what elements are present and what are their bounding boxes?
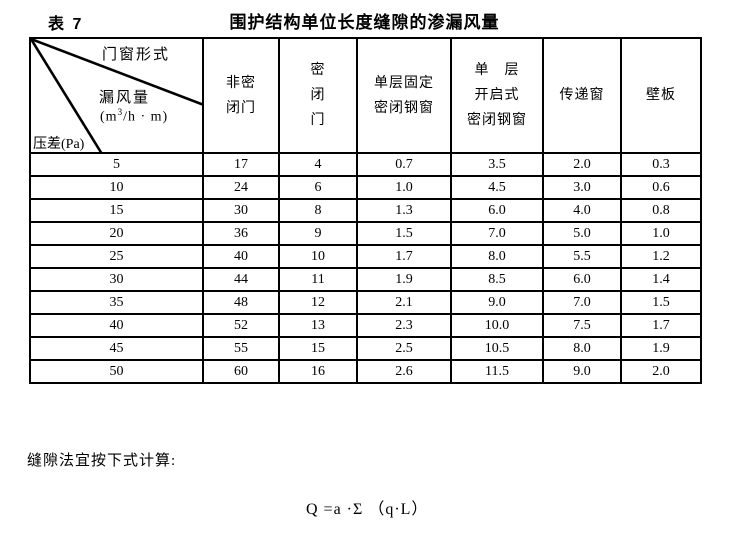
pressure-cell: 15 (29, 198, 204, 223)
pressure-cell: 35 (29, 290, 204, 315)
value-cell: 9.0 (450, 290, 544, 315)
column-header: 壁板 (620, 37, 702, 154)
value-cell: 7.0 (450, 221, 544, 246)
table-number-label: 表 7 (48, 16, 84, 33)
value-cell: 30 (202, 198, 280, 223)
value-cell: 2.5 (356, 336, 452, 361)
value-cell: 24 (202, 175, 280, 200)
value-cell: 1.5 (356, 221, 452, 246)
value-cell: 4.5 (450, 175, 544, 200)
value-cell: 2.0 (620, 359, 702, 384)
table-row: 20 36 9 1.5 7.0 5.0 1.0 (29, 221, 702, 246)
table-row: 40 52 13 2.3 10.0 7.5 1.7 (29, 313, 702, 338)
value-cell: 8.5 (450, 267, 544, 292)
corner-leakage-label: 漏风量 (99, 90, 151, 106)
table-row: 50 60 16 2.6 11.5 9.0 2.0 (29, 359, 702, 384)
value-cell: 1.2 (620, 244, 702, 269)
column-header: 非密 闭门 (202, 37, 280, 154)
value-cell: 6 (278, 175, 358, 200)
column-header: 密闭门 (278, 37, 358, 154)
value-cell: 7.0 (542, 290, 622, 315)
pressure-cell: 30 (29, 267, 204, 292)
value-cell: 1.9 (620, 336, 702, 361)
value-cell: 8.0 (450, 244, 544, 269)
column-header: 单层固定 密闭钢窗 (356, 37, 452, 154)
table-row: 5 17 4 0.7 3.5 2.0 0.3 (29, 152, 702, 177)
table-row: 25 40 10 1.7 8.0 5.5 1.2 (29, 244, 702, 269)
value-cell: 17 (202, 152, 280, 177)
value-cell: 9.0 (542, 359, 622, 384)
pressure-cell: 25 (29, 244, 204, 269)
value-cell: 1.9 (356, 267, 452, 292)
value-cell: 5.5 (542, 244, 622, 269)
corner-form-label: 门窗形式 (102, 47, 171, 63)
value-cell: 52 (202, 313, 280, 338)
value-cell: 1.4 (620, 267, 702, 292)
diagonal-divider-lines (31, 39, 204, 154)
pressure-cell: 5 (29, 152, 204, 177)
value-cell: 0.3 (620, 152, 702, 177)
value-cell: 1.0 (620, 221, 702, 246)
pressure-cell: 50 (29, 359, 204, 384)
formula-text: Q =a ·Σ （q·L） (306, 501, 429, 518)
value-cell: 36 (202, 221, 280, 246)
value-cell: 55 (202, 336, 280, 361)
value-cell: 1.0 (356, 175, 452, 200)
pressure-cell: 10 (29, 175, 204, 200)
column-header: 传递窗 (542, 37, 622, 154)
table-row: 15 30 8 1.3 6.0 4.0 0.8 (29, 198, 702, 223)
value-cell: 44 (202, 267, 280, 292)
table-row: 45 55 15 2.5 10.5 8.0 1.9 (29, 336, 702, 361)
leakage-table: 门窗形式 漏风量 (m3/h · m) 压差(Pa) 非密 闭门密闭门单层固定 密闭… (29, 37, 702, 384)
value-cell: 48 (202, 290, 280, 315)
value-cell: 0.6 (620, 175, 702, 200)
column-header: 单 层开启式 密闭钢窗 (450, 37, 544, 154)
value-cell: 15 (278, 336, 358, 361)
value-cell: 12 (278, 290, 358, 315)
calculation-note: 缝隙法宜按下式计算: (27, 453, 177, 469)
value-cell: 6.0 (450, 198, 544, 223)
value-cell: 8 (278, 198, 358, 223)
value-cell: 16 (278, 359, 358, 384)
table-header-row: 门窗形式 漏风量 (m3/h · m) 压差(Pa) 非密 闭门密闭门单层固定 密闭… (29, 37, 702, 154)
table-row: 10 24 6 1.0 4.5 3.0 0.6 (29, 175, 702, 200)
table-row: 35 48 12 2.1 9.0 7.0 1.5 (29, 290, 702, 315)
value-cell: 11.5 (450, 359, 544, 384)
value-cell: 4 (278, 152, 358, 177)
diagonal-corner-cell: 门窗形式 漏风量 (m3/h · m) 压差(Pa) (29, 37, 204, 154)
value-cell: 40 (202, 244, 280, 269)
value-cell: 60 (202, 359, 280, 384)
value-cell: 0.8 (620, 198, 702, 223)
value-cell: 9 (278, 221, 358, 246)
value-cell: 10 (278, 244, 358, 269)
value-cell: 7.5 (542, 313, 622, 338)
value-cell: 2.0 (542, 152, 622, 177)
value-cell: 10.0 (450, 313, 544, 338)
pressure-cell: 45 (29, 336, 204, 361)
value-cell: 11 (278, 267, 358, 292)
corner-unit-label: (m3/h · m) (100, 107, 169, 125)
value-cell: 4.0 (542, 198, 622, 223)
table-row: 30 44 11 1.9 8.5 6.0 1.4 (29, 267, 702, 292)
value-cell: 1.7 (356, 244, 452, 269)
value-cell: 13 (278, 313, 358, 338)
value-cell: 2.3 (356, 313, 452, 338)
corner-pressure-label: 压差(Pa) (33, 137, 85, 152)
value-cell: 3.0 (542, 175, 622, 200)
value-cell: 0.7 (356, 152, 452, 177)
value-cell: 2.1 (356, 290, 452, 315)
value-cell: 1.5 (620, 290, 702, 315)
pressure-cell: 20 (29, 221, 204, 246)
value-cell: 10.5 (450, 336, 544, 361)
value-cell: 2.6 (356, 359, 452, 384)
value-cell: 1.7 (620, 313, 702, 338)
value-cell: 1.3 (356, 198, 452, 223)
value-cell: 6.0 (542, 267, 622, 292)
table-title: 围护结构单位长度缝隙的渗漏风量 (229, 13, 500, 32)
value-cell: 5.0 (542, 221, 622, 246)
value-cell: 3.5 (450, 152, 544, 177)
value-cell: 8.0 (542, 336, 622, 361)
pressure-cell: 40 (29, 313, 204, 338)
